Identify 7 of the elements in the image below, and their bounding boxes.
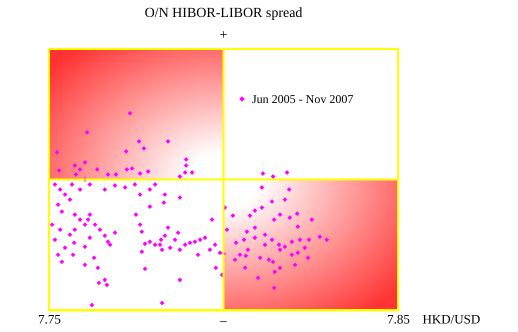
legend-label: Jun 2005 - Nov 2007 <box>252 92 354 106</box>
x-tick-label: 7.75 <box>38 312 61 326</box>
x-tick-label: 7.85 <box>387 312 410 326</box>
text: O/N HIBOR-LIBOR spread <box>144 6 302 21</box>
text: + <box>220 28 228 43</box>
text: − <box>220 315 228 330</box>
x-axis-title: HKD/USD <box>422 312 480 326</box>
